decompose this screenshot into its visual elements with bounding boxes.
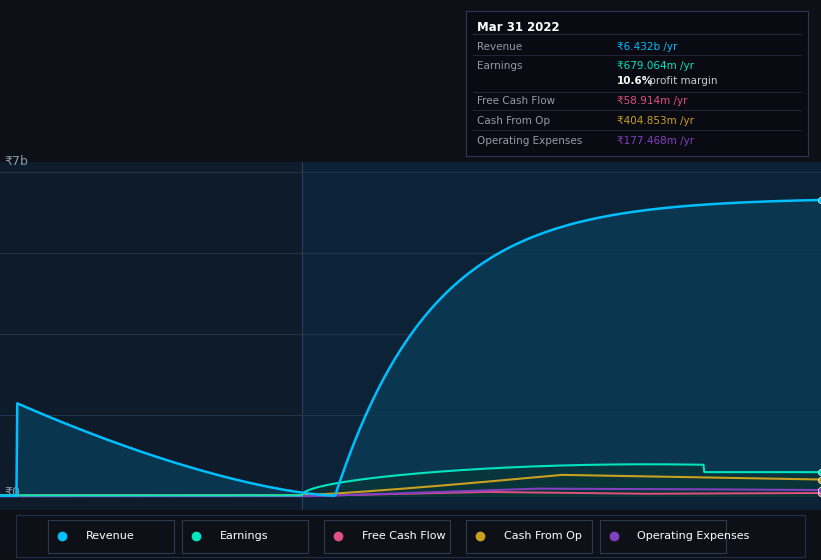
Text: Operating Expenses: Operating Expenses [637, 531, 750, 541]
Text: ₹177.468m /yr: ₹177.468m /yr [617, 136, 694, 146]
Text: Operating Expenses: Operating Expenses [476, 136, 582, 146]
Text: Free Cash Flow: Free Cash Flow [476, 96, 555, 106]
Text: ₹6.432b /yr: ₹6.432b /yr [617, 43, 677, 52]
Text: Revenue: Revenue [85, 531, 135, 541]
Text: ₹404.853m /yr: ₹404.853m /yr [617, 116, 694, 126]
Text: Earnings: Earnings [220, 531, 268, 541]
Text: profit margin: profit margin [645, 76, 717, 86]
Bar [301, 162, 821, 510]
Text: 2021: 2021 [285, 534, 319, 547]
Text: 10.6%: 10.6% [617, 76, 653, 86]
Text: ₹679.064m /yr: ₹679.064m /yr [617, 61, 694, 71]
Text: Free Cash Flow: Free Cash Flow [361, 531, 445, 541]
Text: 2022: 2022 [620, 534, 654, 547]
Text: ₹58.914m /yr: ₹58.914m /yr [617, 96, 687, 106]
Text: ₹7b: ₹7b [4, 155, 28, 168]
Text: ₹0: ₹0 [4, 486, 20, 499]
Text: Cash From Op: Cash From Op [503, 531, 581, 541]
Text: Revenue: Revenue [476, 43, 521, 52]
Text: Earnings: Earnings [476, 61, 522, 71]
Text: Mar 31 2022: Mar 31 2022 [476, 21, 559, 34]
Text: Cash From Op: Cash From Op [476, 116, 549, 126]
Bar [0, 162, 301, 510]
